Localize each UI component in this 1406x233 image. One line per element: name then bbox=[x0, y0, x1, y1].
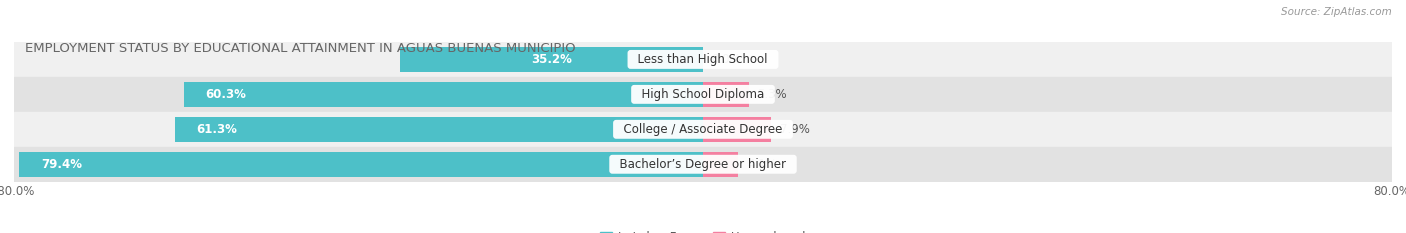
Text: 7.9%: 7.9% bbox=[780, 123, 810, 136]
Text: 60.3%: 60.3% bbox=[205, 88, 246, 101]
Bar bbox=[703, 117, 770, 142]
Bar bbox=[184, 82, 703, 107]
Bar bbox=[14, 77, 1392, 112]
Text: High School Diploma: High School Diploma bbox=[634, 88, 772, 101]
Text: College / Associate Degree: College / Associate Degree bbox=[616, 123, 790, 136]
Text: Source: ZipAtlas.com: Source: ZipAtlas.com bbox=[1281, 7, 1392, 17]
Bar bbox=[399, 47, 703, 72]
Bar bbox=[703, 82, 748, 107]
Text: 0.0%: 0.0% bbox=[711, 53, 741, 66]
Text: 61.3%: 61.3% bbox=[197, 123, 238, 136]
Bar bbox=[703, 152, 738, 177]
Legend: In Labor Force, Unemployed: In Labor Force, Unemployed bbox=[596, 226, 810, 233]
Bar bbox=[20, 152, 703, 177]
Bar bbox=[14, 42, 1392, 77]
Bar bbox=[14, 147, 1392, 182]
Text: EMPLOYMENT STATUS BY EDUCATIONAL ATTAINMENT IN AGUAS BUENAS MUNICIPIO: EMPLOYMENT STATUS BY EDUCATIONAL ATTAINM… bbox=[25, 42, 575, 55]
Text: Bachelor’s Degree or higher: Bachelor’s Degree or higher bbox=[612, 158, 794, 171]
Text: 5.3%: 5.3% bbox=[758, 88, 787, 101]
Bar bbox=[176, 117, 703, 142]
Text: 4.1%: 4.1% bbox=[747, 158, 776, 171]
Text: 79.4%: 79.4% bbox=[41, 158, 82, 171]
Text: 35.2%: 35.2% bbox=[531, 53, 572, 66]
Bar bbox=[14, 112, 1392, 147]
Text: Less than High School: Less than High School bbox=[630, 53, 776, 66]
